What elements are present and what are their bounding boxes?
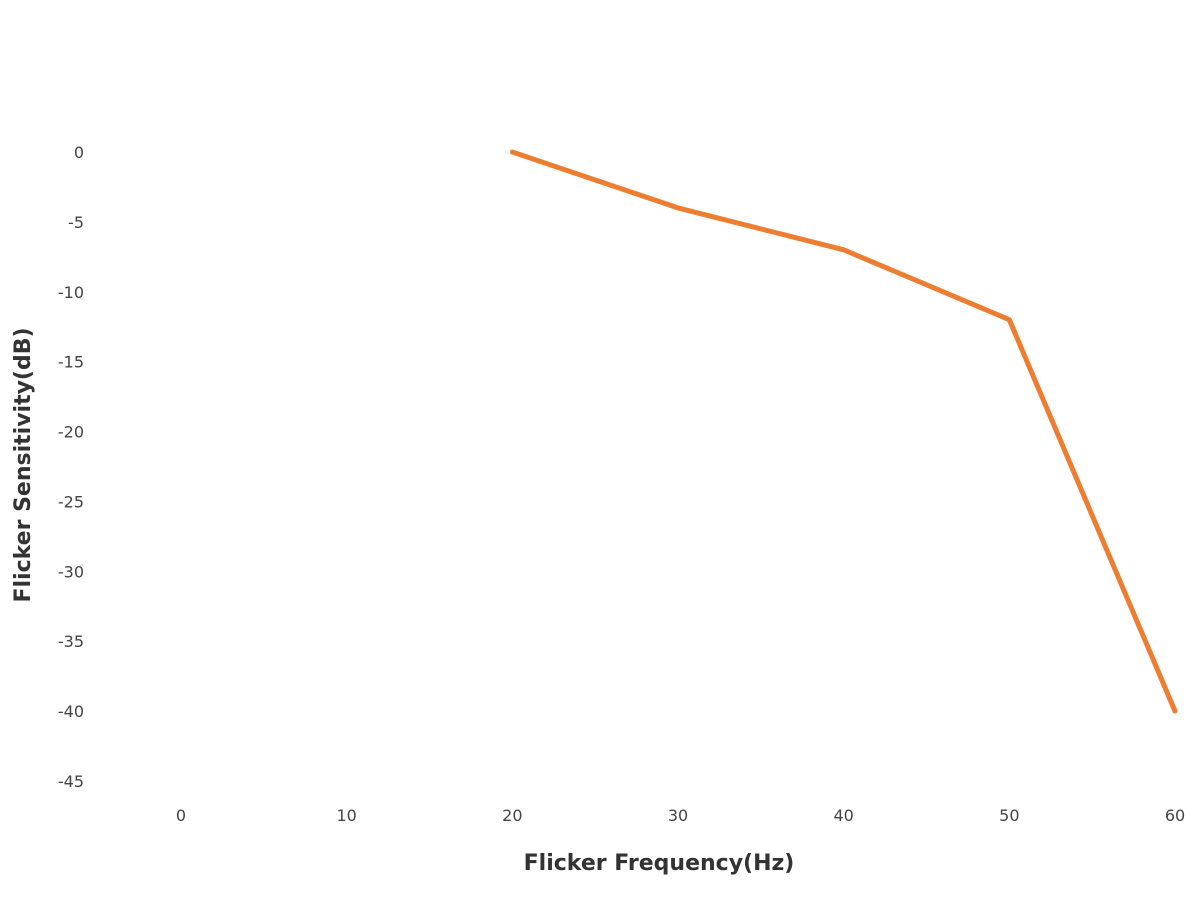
y-tick-label: -30 <box>58 562 84 581</box>
y-tick-label: -15 <box>58 353 84 372</box>
x-tick-label: 30 <box>668 806 688 825</box>
series-line <box>509 149 1178 714</box>
y-tick-label: -5 <box>68 213 84 232</box>
x-tick-label: 0 <box>176 806 186 825</box>
x-tick-label: 10 <box>336 806 356 825</box>
x-tick-label: 50 <box>999 806 1019 825</box>
y-tick-label: -45 <box>58 772 84 791</box>
series-group <box>509 149 1178 714</box>
y-tick-label: -40 <box>58 702 84 721</box>
y-tick-label: -10 <box>58 283 84 302</box>
x-tick-label: 60 <box>1165 806 1185 825</box>
x-tick-label: 40 <box>833 806 853 825</box>
y-tick-label: -25 <box>58 492 84 511</box>
y-tick-label: -20 <box>58 423 84 442</box>
x-axis-ticks: 0 10 20 30 40 50 60 <box>176 806 1185 825</box>
y-axis-title: Flicker Sensitivity(dB) <box>11 327 36 602</box>
x-tick-label: 20 <box>502 806 522 825</box>
y-axis-ticks: 0 -5 -10 -15 -20 -25 -30 -35 -40 -45 <box>58 143 84 791</box>
y-tick-label: 0 <box>74 143 84 162</box>
y-tick-label: -35 <box>58 632 84 651</box>
x-axis-title: Flicker Frequency(Hz) <box>524 851 795 876</box>
